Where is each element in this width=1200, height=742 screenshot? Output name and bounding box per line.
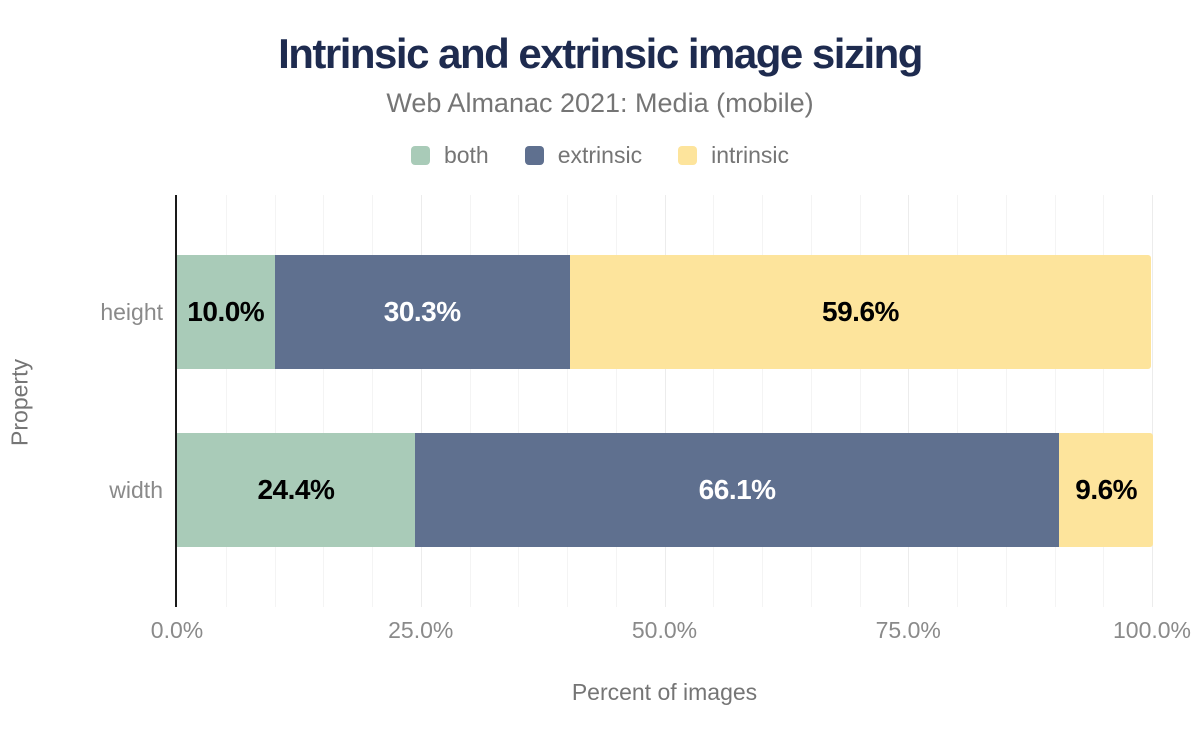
y-axis-line <box>175 195 177 607</box>
bar-segment-width-intrinsic: 9.6% <box>1059 433 1153 547</box>
bar-value-label-width-extrinsic: 66.1% <box>698 474 776 505</box>
bar-segment-height-extrinsic: 30.3% <box>274 255 570 369</box>
gridline-75 <box>908 195 910 607</box>
gridline-15 <box>323 195 325 607</box>
legend-swatch-intrinsic <box>678 146 698 165</box>
legend-item-both: both <box>410 142 489 169</box>
bar-row-height: 10.0% 30.3% 59.6% <box>177 255 1152 369</box>
x-tick-labels: 0.0% 25.0% 50.0% 75.0% 100.0% <box>151 617 1191 643</box>
gridline-40 <box>567 195 568 607</box>
x-tick-label-75.0%: 75.0% <box>875 617 941 643</box>
gridline-85 <box>1005 195 1007 607</box>
y-tick-label-height: height <box>100 299 163 325</box>
legend-swatch-extrinsic <box>524 146 544 165</box>
legend: both extrinsic intrinsic <box>0 142 1200 169</box>
bar-segment-height-both: 10.0% <box>177 255 275 369</box>
bar-segment-height-intrinsic: 59.6% <box>569 255 1152 369</box>
gridline-30 <box>469 195 471 607</box>
bar-value-label-width-intrinsic: 9.6% <box>1075 474 1138 505</box>
bar-segment-width-extrinsic: 66.1% <box>414 433 1060 547</box>
legend-swatch-both <box>410 146 430 165</box>
gridline-95 <box>1103 195 1105 607</box>
x-axis-title: Percent of images <box>571 679 758 705</box>
x-tick-label-0.0%: 0.0% <box>150 617 204 643</box>
legend-label-intrinsic: intrinsic <box>711 142 790 168</box>
chart-title: Intrinsic and extrinsic image sizing <box>278 30 923 77</box>
bar-value-label-width-both: 24.4% <box>257 474 335 505</box>
y-tick-label-width: width <box>109 477 163 503</box>
plot-area: 10.0% 30.3% 59.6% 24.4% 66.1% 9.6% <box>175 195 1153 607</box>
gridline-50 <box>664 195 666 607</box>
legend-item-intrinsic: intrinsic <box>678 142 789 169</box>
gridline-100 <box>1152 195 1153 607</box>
bar-value-label-height-extrinsic: 30.3% <box>383 296 461 327</box>
gridline-45 <box>615 195 617 607</box>
x-tick-label-100.0%: 100.0% <box>1112 617 1192 643</box>
gridline-20 <box>372 195 373 607</box>
legend-item-extrinsic: extrinsic <box>524 142 643 169</box>
bar-segment-width-both: 24.4% <box>177 433 415 547</box>
gridline-35 <box>518 195 520 607</box>
bar-value-label-height-both: 10.0% <box>187 296 265 327</box>
gridline-55 <box>713 195 715 607</box>
gridline-5 <box>225 195 227 607</box>
bar-row-width: 24.4% 66.1% 9.6% <box>177 433 1153 547</box>
gridline-65 <box>810 195 812 607</box>
bar-value-label-height-intrinsic: 59.6% <box>822 296 899 327</box>
gridline-60 <box>762 195 763 607</box>
legend-label-extrinsic: extrinsic <box>557 142 643 168</box>
gridline-10 <box>274 195 276 607</box>
gridline-70 <box>859 195 861 607</box>
gridline-25 <box>420 195 422 607</box>
x-tick-label-50.0%: 50.0% <box>631 617 698 643</box>
legend-label-both: both <box>443 142 489 168</box>
chart-subtitle: Web Almanac 2021: Media (mobile) <box>386 88 814 118</box>
y-axis-title: Property <box>6 359 33 446</box>
x-tick-label-25.0%: 25.0% <box>388 617 454 643</box>
gridline-90 <box>1054 195 1056 607</box>
gridline-80 <box>957 195 958 607</box>
